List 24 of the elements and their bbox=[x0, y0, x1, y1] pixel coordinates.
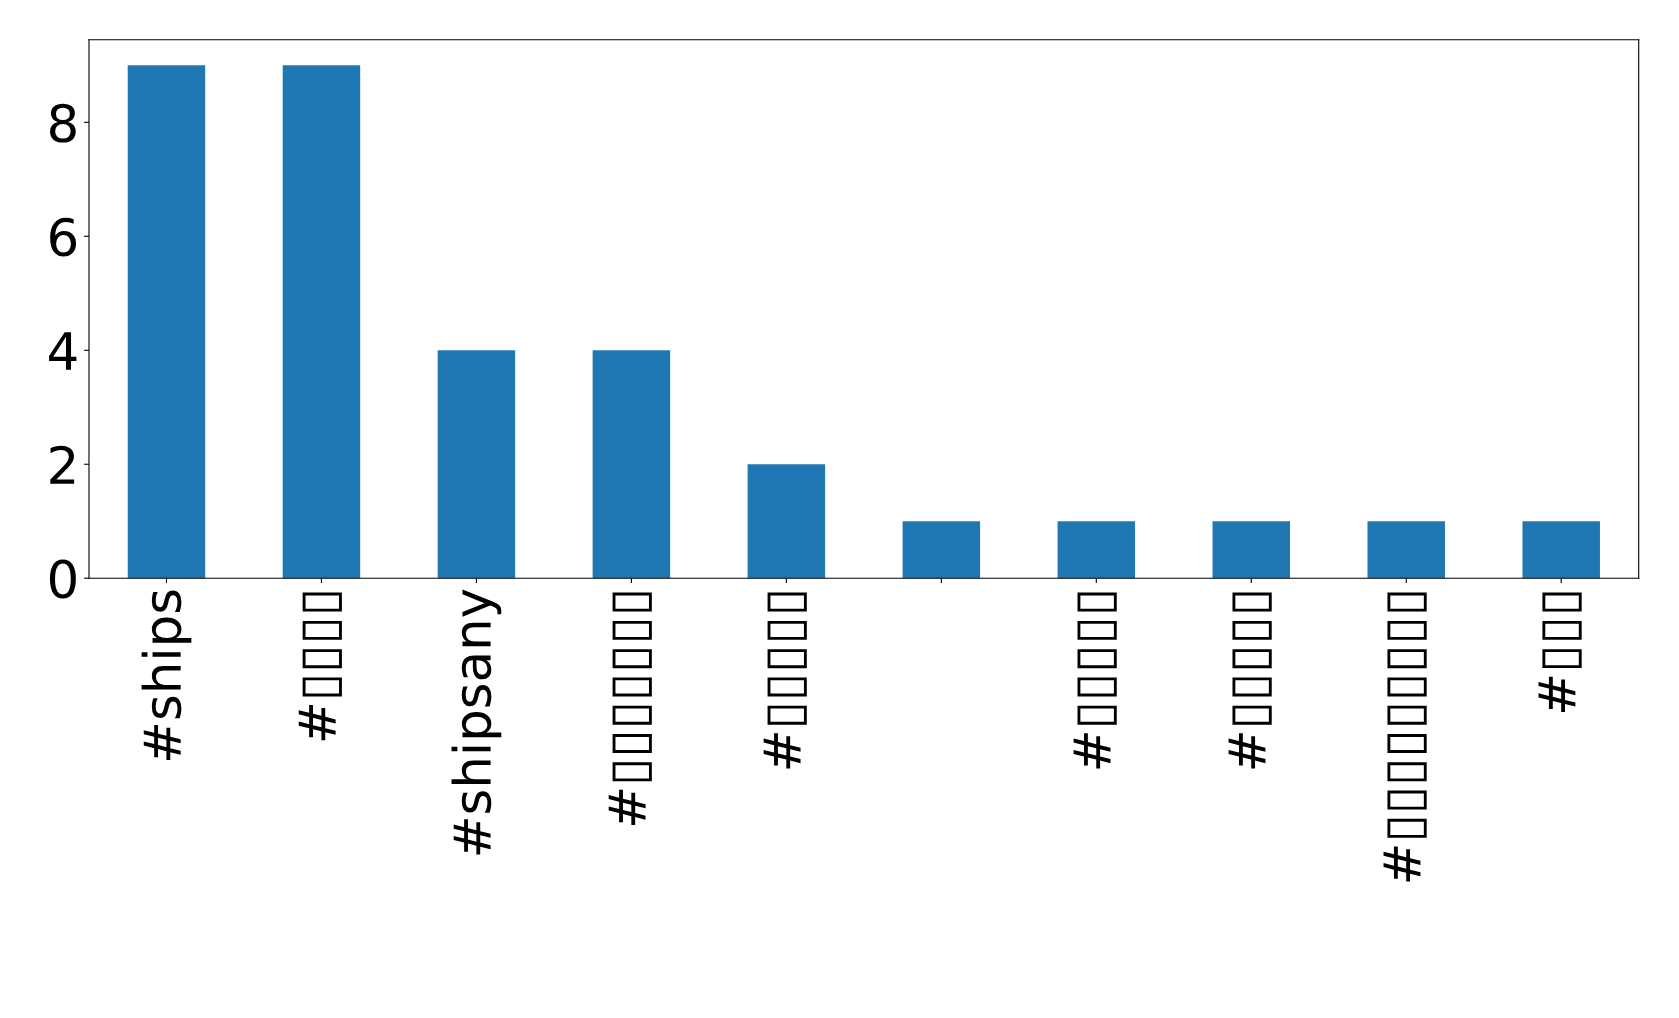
x-tick-label: #▯▯▯▯ bbox=[298, 592, 342, 741]
bar bbox=[127, 65, 206, 579]
y-tick-label: 0 bbox=[49, 559, 76, 599]
bar bbox=[592, 350, 671, 579]
x-tick-label: #ships bbox=[141, 590, 192, 761]
bar bbox=[747, 464, 826, 579]
x-tick-label: #▯▯▯▯▯ bbox=[1228, 592, 1272, 769]
x-tick-label: #▯▯▯ bbox=[1538, 592, 1582, 712]
bar bbox=[1212, 521, 1291, 579]
bar bbox=[1522, 521, 1600, 579]
bar bbox=[1057, 521, 1136, 579]
y-tick-label: 4 bbox=[49, 332, 77, 370]
bar bbox=[282, 65, 361, 579]
y-tick-label: 2 bbox=[50, 445, 75, 484]
y-tick-label: 6 bbox=[50, 217, 77, 257]
bar bbox=[437, 350, 516, 579]
x-tick-label: #▯▯▯▯▯ bbox=[763, 592, 807, 769]
y-tick-label: 8 bbox=[50, 103, 76, 143]
x-tick-label: #▯▯▯▯▯ bbox=[1073, 592, 1117, 769]
bar bbox=[902, 521, 981, 579]
x-tick-label: #shipsany bbox=[451, 589, 502, 855]
bar bbox=[1367, 521, 1445, 579]
x-tick-label: #▯▯▯▯▯▯▯▯▯ bbox=[1383, 592, 1427, 882]
x-tick-label: #▯▯▯▯▯▯▯ bbox=[608, 592, 652, 825]
